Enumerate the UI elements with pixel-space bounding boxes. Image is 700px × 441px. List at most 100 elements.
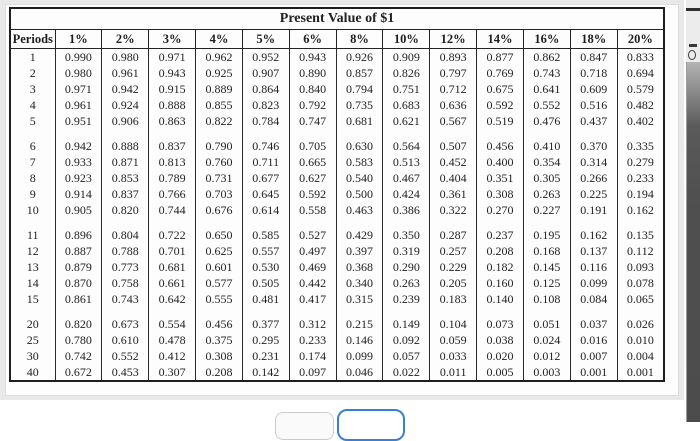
table-row: 13 0.879 0.773 0.681 0.601 0.530 0.469 0.368 0.2… bbox=[10, 259, 664, 275]
period-cell: 10 bbox=[26, 202, 39, 217]
pv-factor-cell: 0.266 bbox=[569, 170, 618, 186]
table-row: 14 0.870 0.758 0.661 0.577 0.505 0.442 0.340 0.2… bbox=[10, 275, 664, 291]
pv-factor-cell: 0.104 bbox=[429, 316, 477, 332]
pv-factor-cell: 0.554 bbox=[148, 316, 196, 332]
pv-factor-cell: 0.579 bbox=[616, 81, 664, 97]
col-header-rate: 6% bbox=[288, 29, 337, 49]
pv-factor-cell: 0.237 bbox=[476, 227, 524, 243]
pv-factor-cell: 0.507 bbox=[429, 138, 477, 154]
pv-factor-cell: 0.665 bbox=[288, 154, 337, 170]
pv-factor-cell: 0.567 bbox=[429, 113, 477, 129]
pv-factor-cell: 0.943 bbox=[288, 48, 337, 65]
pv-factor-cell: 0.822 bbox=[195, 113, 243, 129]
pv-factor-cell: 0.500 bbox=[335, 186, 383, 202]
pv-factor-cell: 0.645 bbox=[241, 186, 290, 202]
pv-factor-cell: 0.191 bbox=[569, 202, 618, 218]
pv-factor-cell: 0.864 bbox=[241, 81, 290, 97]
pv-factor-cell: 0.711 bbox=[241, 154, 290, 170]
pv-factor-cell: 0.146 bbox=[335, 332, 383, 348]
pv-factor-cell: 0.377 bbox=[241, 316, 290, 332]
pv-factor-cell: 0.650 bbox=[195, 227, 243, 243]
pv-factor-cell: 0.003 bbox=[522, 364, 571, 381]
pv-factor-cell: 0.239 bbox=[382, 291, 430, 307]
pv-factor-cell: 0.909 bbox=[382, 48, 430, 65]
clipped-adjacent-window bbox=[686, 0, 700, 422]
pv-factor-cell: 0.583 bbox=[335, 154, 383, 170]
pv-factor-cell: 0.889 bbox=[195, 81, 243, 97]
pv-factor-cell: 0.676 bbox=[195, 202, 243, 218]
pv-factor-cell: 0.370 bbox=[569, 138, 618, 154]
pv-factor-cell: 0.137 bbox=[569, 243, 618, 259]
pv-factor-cell: 0.142 bbox=[241, 364, 290, 381]
pv-factor-cell: 0.057 bbox=[382, 348, 430, 364]
pv-factor-cell: 0.621 bbox=[382, 113, 430, 129]
pv-factor-cell: 0.877 bbox=[476, 48, 524, 65]
pv-factor-cell: 0.789 bbox=[148, 170, 196, 186]
pv-factor-cell: 0.862 bbox=[522, 48, 571, 65]
pv-factor-cell: 0.592 bbox=[476, 97, 524, 113]
pv-factor-cell: 0.322 bbox=[429, 202, 477, 218]
present-value-table: Present Value of $1 Periods 1% 2% 3% 4% 5% 6% 8… bbox=[9, 7, 665, 382]
pv-factor-cell: 0.826 bbox=[382, 65, 430, 81]
pv-factor-cell: 0.792 bbox=[288, 97, 337, 113]
pv-factor-cell: 0.951 bbox=[54, 113, 102, 129]
pv-factor-cell: 0.853 bbox=[101, 170, 149, 186]
pv-factor-cell: 0.614 bbox=[241, 202, 290, 218]
pv-factor-cell: 0.404 bbox=[429, 170, 477, 186]
pv-factor-cell: 0.340 bbox=[335, 275, 383, 291]
pv-factor-cell: 0.233 bbox=[288, 332, 337, 348]
pv-factor-cell: 0.442 bbox=[288, 275, 337, 291]
pv-factor-cell: 0.610 bbox=[101, 332, 149, 348]
pv-factor-cell: 0.375 bbox=[195, 332, 243, 348]
pv-factor-cell: 0.744 bbox=[148, 202, 196, 218]
pv-factor-cell: 0.712 bbox=[429, 81, 477, 97]
pv-factor-cell: 0.059 bbox=[429, 332, 477, 348]
table-title: Present Value of $1 bbox=[10, 8, 664, 30]
footer-primary-button[interactable] bbox=[337, 409, 405, 441]
pv-factor-cell: 0.478 bbox=[148, 332, 196, 348]
pv-factor-cell: 0.788 bbox=[101, 243, 149, 259]
pv-factor-cell: 0.677 bbox=[241, 170, 290, 186]
pv-factor-cell: 0.099 bbox=[335, 348, 383, 364]
pv-factor-cell: 0.820 bbox=[54, 316, 102, 332]
pv-factor-cell: 0.482 bbox=[616, 97, 664, 113]
pv-factor-cell: 0.980 bbox=[54, 65, 102, 81]
pv-factor-cell: 0.429 bbox=[335, 227, 383, 243]
pv-factor-cell: 0.295 bbox=[241, 332, 290, 348]
pv-factor-cell: 0.980 bbox=[101, 48, 149, 65]
pv-factor-cell: 0.005 bbox=[476, 364, 524, 381]
col-header-rate: 8% bbox=[335, 29, 383, 49]
period-cell: 11 bbox=[26, 227, 39, 242]
pv-factor-cell: 0.037 bbox=[569, 316, 618, 332]
pv-factor-cell: 0.552 bbox=[101, 348, 149, 364]
pv-factor-cell: 0.840 bbox=[288, 81, 337, 97]
pv-factor-cell: 0.456 bbox=[476, 138, 524, 154]
pv-factor-cell: 0.233 bbox=[616, 170, 664, 186]
pv-factor-cell: 0.456 bbox=[195, 316, 243, 332]
pv-factor-cell: 0.195 bbox=[522, 227, 571, 243]
pv-factor-cell: 0.361 bbox=[429, 186, 477, 202]
pv-factor-cell: 0.162 bbox=[569, 227, 618, 243]
period-cell: 40 bbox=[26, 364, 39, 379]
footer-secondary-button[interactable] bbox=[275, 412, 334, 440]
pv-factor-cell: 0.735 bbox=[335, 97, 383, 113]
pv-factor-cell: 0.888 bbox=[101, 138, 149, 154]
group-spacer-row bbox=[10, 307, 664, 316]
pv-factor-cell: 0.804 bbox=[101, 227, 149, 243]
col-header-periods: Periods bbox=[10, 29, 55, 49]
pv-factor-cell: 0.467 bbox=[382, 170, 430, 186]
pv-factor-cell: 0.769 bbox=[476, 65, 524, 81]
pv-factor-cell: 0.092 bbox=[382, 332, 430, 348]
pv-factor-cell: 0.215 bbox=[335, 316, 383, 332]
pv-factor-cell: 0.705 bbox=[288, 138, 337, 154]
pv-factor-cell: 0.469 bbox=[288, 259, 337, 275]
pv-factor-cell: 0.784 bbox=[241, 113, 290, 129]
pv-factor-cell: 0.961 bbox=[54, 97, 102, 113]
pv-factor-cell: 0.315 bbox=[335, 291, 383, 307]
col-header-rate: 1% bbox=[54, 29, 102, 49]
pv-factor-cell: 0.287 bbox=[429, 227, 477, 243]
table-title-row: Present Value of $1 bbox=[10, 8, 664, 30]
pv-factor-cell: 0.270 bbox=[476, 202, 524, 218]
pv-factor-cell: 0.004 bbox=[616, 348, 664, 364]
pv-factor-cell: 0.026 bbox=[616, 316, 664, 332]
